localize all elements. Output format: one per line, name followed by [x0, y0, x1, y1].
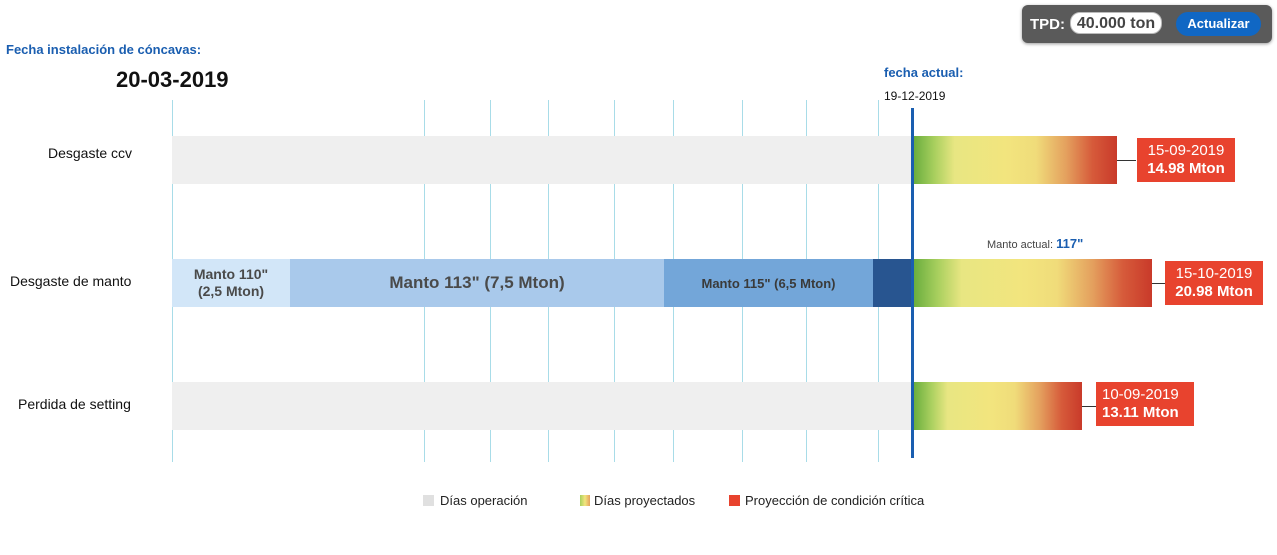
row-label-ccv: Desgaste ccv: [48, 145, 133, 161]
install-date: 20-03-2019: [116, 67, 229, 92]
callout-connector: [1117, 160, 1136, 161]
manto-110-mton: (2,5 Mton): [197, 283, 265, 299]
manto-actual-label: Manto actual:: [987, 239, 1054, 251]
legend-operation-label: Días operación: [440, 493, 528, 508]
manto-actual-value: 117": [1056, 236, 1084, 251]
legend-critical: Proyección de condición crítica: [729, 493, 924, 508]
tpd-label: TPD:: [1030, 16, 1065, 33]
critical-mton-setting: 13.11 Mton: [1102, 404, 1179, 421]
critical-callout-setting: 10-09-2019 13.11 Mton: [1096, 382, 1194, 426]
legend-swatch-critical: [729, 495, 740, 506]
legend-operation: Días operación: [423, 493, 527, 508]
manto-segment-113: Manto 113" (7,5 Mton): [290, 259, 664, 307]
manto-segment-115: Manto 115" (6,5 Mton): [664, 259, 873, 307]
manto-115-label: Manto 115" (6,5 Mton): [701, 275, 836, 291]
install-date-label: Fecha instalación de cóncavas:: [6, 42, 202, 57]
current-date-label: fecha actual:: [884, 65, 964, 80]
legend-swatch-projected: [580, 495, 590, 506]
critical-callout-manto: 15-10-2019 20.98 Mton: [1165, 261, 1263, 305]
critical-callout-ccv: 15-09-2019 14.98 Mton: [1137, 138, 1235, 182]
current-date-line: [911, 108, 914, 458]
current-date: 19-12-2019: [884, 89, 946, 103]
projection-bar-setting: [914, 382, 1082, 430]
projection-bar-ccv: [914, 136, 1117, 184]
operation-bar-ccv: [172, 136, 912, 184]
manto-segment-117: [873, 259, 912, 307]
critical-mton-ccv: 14.98 Mton: [1147, 160, 1225, 177]
legend-critical-label: Proyección de condición crítica: [745, 493, 925, 508]
operation-bar-setting: [172, 382, 912, 430]
row-label-setting: Perdida de setting: [18, 396, 131, 412]
manto-actual: Manto actual: 117": [987, 236, 1083, 251]
callout-connector: [1082, 406, 1096, 407]
tpd-input[interactable]: 40.000 ton: [1070, 12, 1162, 34]
critical-mton-manto: 20.98 Mton: [1175, 283, 1253, 300]
manto-110-label: Manto 110": [193, 266, 269, 282]
manto-113-label: Manto 113" (7,5 Mton): [389, 273, 565, 292]
legend-projected: Días proyectados: [580, 493, 695, 508]
legend-projected-label: Días proyectados: [594, 493, 696, 508]
row-label-manto: Desgaste de manto: [10, 273, 132, 289]
callout-connector: [1152, 283, 1165, 284]
critical-date-ccv: 15-09-2019: [1147, 142, 1225, 159]
actualizar-button[interactable]: Actualizar: [1176, 12, 1261, 36]
critical-date-setting: 10-09-2019: [1102, 386, 1179, 403]
projection-bar-manto: [914, 259, 1152, 307]
critical-date-manto: 15-10-2019: [1175, 265, 1253, 282]
legend-swatch-operation: [423, 495, 434, 506]
manto-segment-110: Manto 110" (2,5 Mton): [172, 259, 290, 307]
